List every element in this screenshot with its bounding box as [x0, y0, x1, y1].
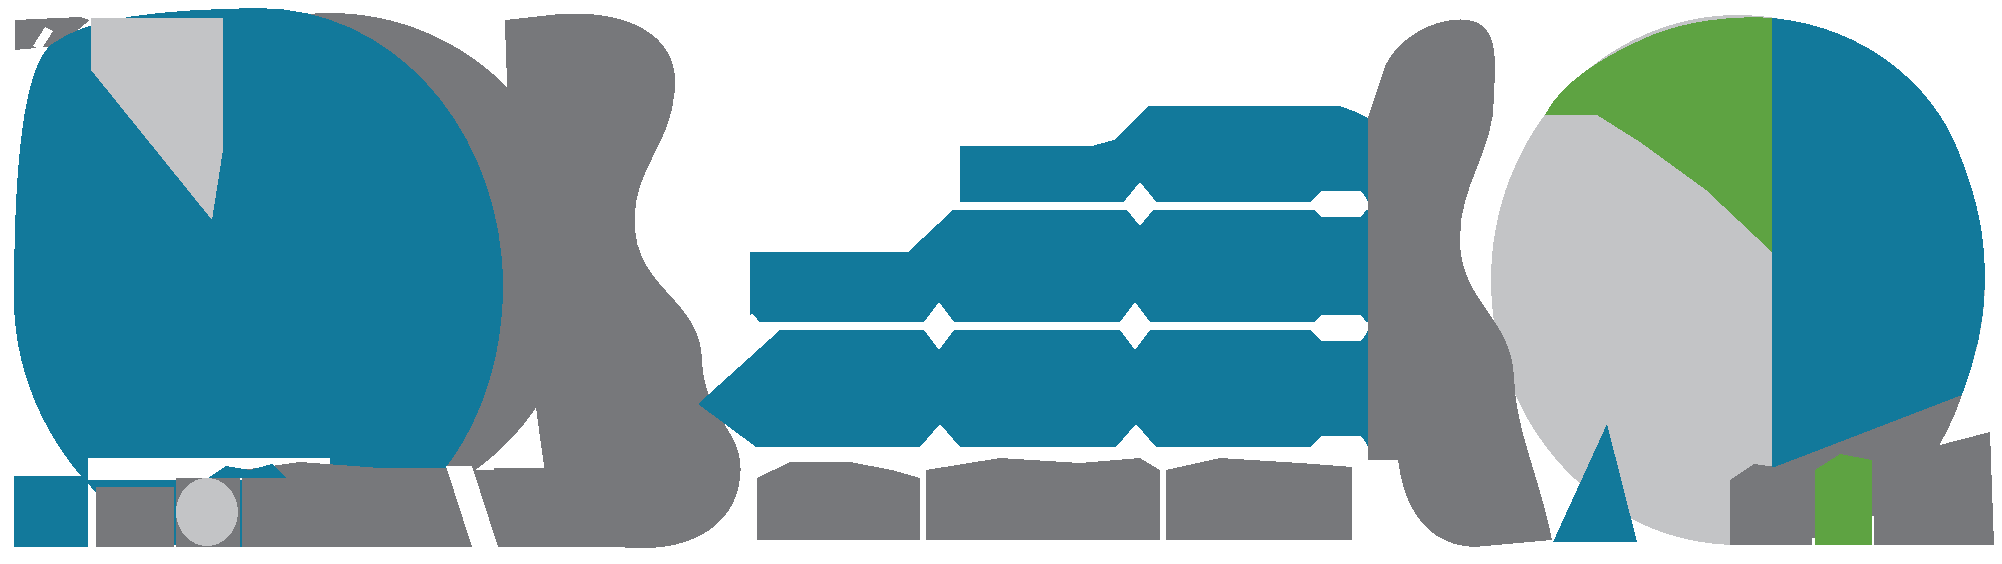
wordmark-bar-row-2 — [750, 210, 1368, 322]
wordmark-bar-row-3 — [698, 330, 1368, 447]
middle-strip-blob-2 — [926, 458, 1160, 540]
left-strip-blue-block — [14, 476, 88, 547]
left-gray-band — [505, 14, 741, 548]
right-strip-green-block — [1815, 454, 1872, 545]
left-bottom-trim — [0, 547, 625, 564]
separator-diamond-left-top — [741, 190, 763, 216]
middle-strip-blob-3 — [1166, 458, 1352, 540]
left-strip-dot — [176, 478, 238, 546]
left-strip-blob-4 — [494, 468, 605, 547]
right-strip-blob-1 — [1730, 464, 1812, 545]
banner-artwork — [0, 0, 2002, 564]
middle-strip-blob-1 — [757, 462, 920, 540]
wordmark-bar-row-1 — [960, 106, 1368, 202]
pixelated-logo-banner — [0, 0, 2002, 564]
left-strip-blob-1 — [96, 487, 174, 547]
